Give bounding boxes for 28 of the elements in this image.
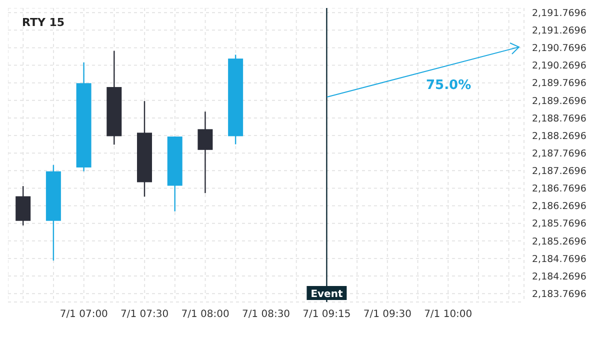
y-tick-label: 2,189.2696 (532, 96, 586, 107)
y-tick-label: 2,186.7696 (532, 184, 586, 195)
y-tick-label: 2,191.7696 (532, 8, 586, 19)
x-tick-label: 7/1 09:15 (302, 309, 351, 320)
x-tick-label: 7/1 09:30 (363, 309, 412, 320)
x-tick-label: 7/1 07:00 (60, 309, 108, 320)
y-tick-label: 2,187.2696 (532, 166, 586, 178)
y-tick-label: 2,189.7696 (532, 78, 586, 90)
y-tick-label: 2,190.2696 (532, 60, 586, 72)
y-tick-label: 2,190.7696 (532, 43, 586, 54)
y-tick-label: 2,191.2696 (532, 26, 586, 37)
y-tick-label: 2,186.2696 (532, 201, 586, 212)
x-tick-label: 7/1 08:30 (242, 309, 290, 320)
y-tick-label: 2,188.2696 (532, 130, 586, 142)
ref-line-label: Event (310, 289, 343, 300)
y-tick-label: 2,184.2696 (532, 271, 586, 282)
annotation: 75.0% (426, 78, 472, 93)
text: RTY 15 (22, 16, 65, 29)
y-tick-label: 2,187.7696 (532, 148, 586, 160)
x-tick-label: 7/1 08:00 (181, 309, 230, 320)
x-tick-label: 7/1 10:00 (424, 309, 472, 320)
y-tick-label: 2,184.7696 (532, 254, 586, 265)
y-tick-label: 2,188.7696 (532, 113, 586, 124)
candlestick (198, 111, 213, 194)
y-tick-label: 2,185.7696 (532, 218, 586, 230)
y-tick-label: 2,185.2696 (532, 236, 586, 248)
x-tick-label: 7/1 07:30 (120, 309, 169, 320)
y-tick-label: 2,183.7696 (532, 288, 586, 300)
